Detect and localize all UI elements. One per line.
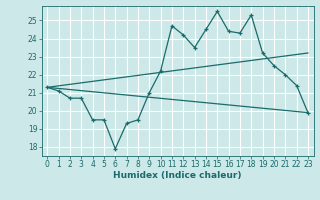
X-axis label: Humidex (Indice chaleur): Humidex (Indice chaleur) [113, 171, 242, 180]
